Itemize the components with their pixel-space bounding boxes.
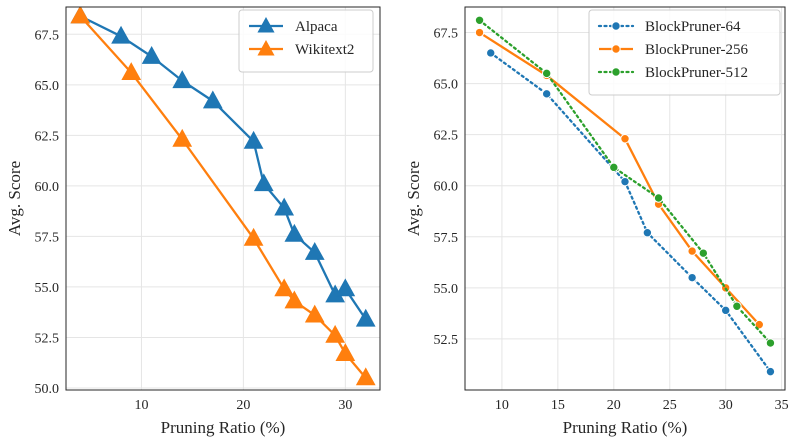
right-chart: 10 15 20 25 30 35 52.5 55.0 57.5 60.0 62.5 65.0 67.5… bbox=[404, 6, 789, 437]
chart-0-series-wikitext2-point bbox=[121, 62, 142, 81]
chart-0-legend-marker bbox=[257, 40, 275, 56]
chart-0-series-alpaca-point bbox=[111, 25, 131, 44]
chart-1-legend-label: BlockPruner-64 bbox=[645, 19, 741, 35]
chart-0-series-alpaca-point bbox=[243, 130, 264, 149]
chart-1-x-tick-label: 15 bbox=[551, 398, 565, 413]
chart-0-series-alpaca-point bbox=[335, 278, 356, 297]
chart-0-frame bbox=[65, 6, 381, 391]
chart-0-series-wikitext2-point bbox=[335, 343, 356, 361]
chart-1-series-blockpruner-64-point bbox=[765, 366, 776, 377]
chart-0-series-alpaca-point bbox=[141, 45, 162, 64]
chart-0-y-tick-label: 67.5 bbox=[35, 28, 60, 43]
chart-1-legend-label: BlockPruner-512 bbox=[645, 65, 748, 81]
chart-1-series-blockpruner-512 bbox=[474, 15, 776, 348]
chart-1-series-blockpruner-512-point bbox=[653, 193, 664, 203]
chart-1-series-blockpruner-64-point bbox=[642, 228, 653, 238]
chart-0-series-wikitext2-point bbox=[325, 324, 346, 343]
chart-1-series-blockpruner-64-point bbox=[687, 272, 697, 283]
chart-0-y-tick-label: 55.0 bbox=[35, 281, 60, 296]
chart-0-series-wikitext2-point bbox=[274, 278, 295, 297]
chart-0-series-alpaca-point bbox=[253, 173, 274, 192]
chart-1-series-blockpruner-512-point bbox=[732, 301, 742, 311]
chart-0-series-alpaca-point bbox=[355, 308, 376, 327]
chart-0-x-tick-label: 30 bbox=[338, 398, 352, 413]
chart-0-series-wikitext2-point bbox=[355, 367, 376, 386]
chart-1-y-tick-label: 65.0 bbox=[434, 78, 459, 93]
chart-0-y-tick-label: 65.0 bbox=[35, 79, 60, 94]
chart-0-y-axis-label: Avg. Score bbox=[5, 161, 24, 236]
chart-0-series-wikitext2-point bbox=[304, 304, 325, 323]
chart-1-series-blockpruner-64-point bbox=[486, 48, 496, 58]
chart-0-legend-label: Alpaca bbox=[295, 19, 338, 35]
chart-0-series-wikitext2 bbox=[70, 7, 376, 386]
chart-0-series-wikitext2-point bbox=[172, 128, 193, 147]
chart-0-series-alpaca-point bbox=[172, 70, 193, 89]
chart-0-x-axis-label: Pruning Ratio (%) bbox=[161, 418, 286, 437]
chart-1-y-tick-label: 62.5 bbox=[434, 129, 459, 144]
chart-0-x-tick-label: 20 bbox=[236, 398, 250, 413]
chart-0-y-tick-label: 60.0 bbox=[35, 180, 60, 195]
chart-0-y-tick-label: 57.5 bbox=[35, 230, 60, 245]
chart-0-y-tick-label: 52.5 bbox=[35, 331, 60, 346]
chart-1-series-blockpruner-64-point bbox=[720, 305, 731, 316]
left-chart: 10 20 30 50.0 52.5 55.0 57.5 60.0 62.5 65.0 67.5 Pr… bbox=[5, 6, 381, 437]
chart-1-legend-marker bbox=[611, 44, 621, 54]
chart-0-legend-marker bbox=[257, 17, 275, 33]
chart-0-series-alpaca-point bbox=[304, 242, 325, 260]
chart-1-series-blockpruner-512-point bbox=[609, 162, 619, 173]
chart-1-legend-box bbox=[588, 9, 781, 96]
chart-1-series-blockpruner-64-point bbox=[620, 176, 630, 187]
chart-1-series-blockpruner-64-point bbox=[541, 89, 552, 99]
chart-1-y-tick-label: 60.0 bbox=[434, 180, 459, 195]
chart-1-series-blockpruner-256-point bbox=[687, 246, 697, 256]
chart-1-y-axis-label: Avg. Score bbox=[404, 161, 423, 236]
chart-1-series-blockpruner-512-point bbox=[474, 15, 485, 25]
chart-1-legend-marker bbox=[611, 67, 621, 77]
chart-0-legend: Alpaca Wikitext2 bbox=[238, 9, 374, 73]
chart-1-x-axis-label: Pruning Ratio (%) bbox=[563, 418, 688, 437]
chart-0-y-tick-label: 62.5 bbox=[35, 129, 60, 144]
chart-1-x-tick-label: 10 bbox=[495, 398, 509, 413]
chart-0-series-alpaca-point bbox=[274, 197, 295, 216]
chart-1-x-tick-label: 20 bbox=[607, 398, 621, 413]
chart-1-y-tick-label: 67.5 bbox=[434, 27, 459, 42]
chart-1-y-tick-label: 55.0 bbox=[434, 282, 459, 297]
chart-0-y-tick-label: 50.0 bbox=[35, 382, 60, 397]
chart-0-legend-label: Wikitext2 bbox=[295, 42, 354, 58]
chart-1-series-blockpruner-256-point bbox=[474, 27, 485, 38]
chart-1-legend-marker bbox=[611, 21, 621, 31]
chart-1-x-tick-label: 30 bbox=[719, 398, 733, 413]
chart-1-legend: BlockPruner-64 BlockPruner-256 BlockPruner… bbox=[588, 9, 781, 96]
chart-1-series-blockpruner-512-point bbox=[765, 338, 776, 348]
chart-0-series-alpaca-point bbox=[202, 90, 223, 109]
chart-1-y-tick-label: 57.5 bbox=[434, 231, 459, 246]
chart-1-series-blockpruner-512-point bbox=[698, 248, 709, 258]
chart-1-legend-label: BlockPruner-256 bbox=[645, 42, 749, 58]
chart-0-series-alpaca bbox=[70, 7, 376, 327]
chart-0-x-tick-label: 10 bbox=[134, 398, 148, 413]
chart-0-series-wikitext2-point bbox=[243, 227, 264, 246]
chart-1-y-tick-label: 52.5 bbox=[434, 333, 459, 348]
chart-1-series-blockpruner-64 bbox=[486, 48, 776, 377]
chart-1-x-tick-label: 25 bbox=[663, 398, 677, 413]
chart-1-series-blockpruner-512-point bbox=[541, 68, 552, 79]
chart-0-series-alpaca-point bbox=[284, 223, 305, 242]
chart-1-series-blockpruner-256-point bbox=[620, 134, 630, 144]
chart-1-x-tick-label: 35 bbox=[775, 398, 789, 413]
chart-1-frame bbox=[464, 6, 786, 391]
chart-0-series-wikitext2-point bbox=[284, 290, 305, 309]
chart-0-series-wikitext2-point bbox=[70, 7, 91, 24]
